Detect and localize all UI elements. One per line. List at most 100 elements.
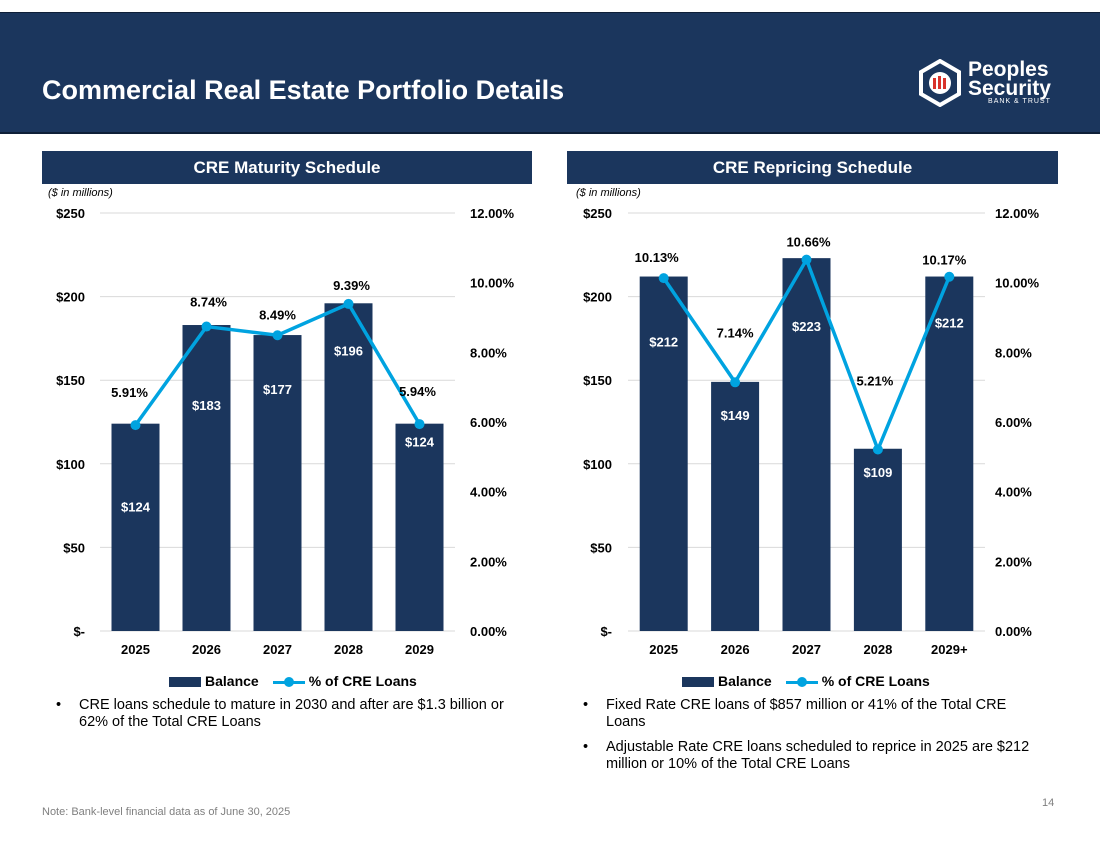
logo-subtext: BANK & TRUST bbox=[988, 98, 1051, 105]
legend-balance: Balance bbox=[169, 673, 259, 689]
bullet: CRE loans schedule to mature in 2030 and… bbox=[52, 697, 522, 731]
bar bbox=[853, 448, 902, 631]
y-tick-label: $- bbox=[600, 624, 612, 639]
y2-tick-label: 6.00% bbox=[995, 415, 1032, 430]
y2-tick-label: 8.00% bbox=[470, 345, 507, 360]
y2-tick-label: 0.00% bbox=[995, 624, 1032, 639]
bar-value-label: $109 bbox=[863, 465, 892, 480]
y-tick-label: $250 bbox=[583, 206, 612, 221]
pct-point bbox=[730, 377, 741, 388]
x-tick-label: 2025 bbox=[121, 642, 150, 657]
pct-label: 9.39% bbox=[333, 278, 370, 293]
repricing-legend: Balance % of CRE Loans bbox=[682, 673, 930, 689]
pct-point bbox=[872, 444, 883, 455]
y2-tick-label: 0.00% bbox=[470, 624, 507, 639]
bar bbox=[711, 381, 760, 631]
y2-tick-label: 10.00% bbox=[470, 276, 515, 291]
y-tick-label: $150 bbox=[583, 373, 612, 388]
pct-point bbox=[201, 321, 212, 332]
x-tick-label: 2027 bbox=[792, 642, 821, 657]
pct-label: 5.21% bbox=[856, 374, 893, 389]
bar-value-label: $212 bbox=[935, 316, 964, 331]
y-tick-label: $200 bbox=[56, 290, 85, 305]
pct-point bbox=[658, 273, 669, 284]
pct-label: 5.91% bbox=[111, 385, 148, 400]
bar-value-label: $183 bbox=[192, 398, 221, 413]
x-tick-label: 2028 bbox=[863, 642, 892, 657]
y2-tick-label: 12.00% bbox=[470, 206, 515, 221]
maturity-section-title: CRE Maturity Schedule bbox=[42, 151, 532, 184]
pct-label: 10.17% bbox=[922, 253, 967, 268]
y2-tick-label: 10.00% bbox=[995, 276, 1040, 291]
y-tick-label: $100 bbox=[583, 457, 612, 472]
y2-tick-label: 2.00% bbox=[470, 554, 507, 569]
bar-value-label: $212 bbox=[649, 335, 678, 350]
pct-point bbox=[801, 254, 812, 265]
pct-point bbox=[343, 298, 354, 309]
pct-point bbox=[944, 271, 955, 282]
footnote: Note: Bank-level financial data as of Ju… bbox=[42, 806, 291, 818]
company-logo: Peoples Security BANK & TRUST bbox=[918, 59, 1051, 107]
unit-note: ($ in millions) bbox=[576, 187, 641, 199]
x-tick-label: 2029+ bbox=[931, 642, 968, 657]
bar-value-label: $196 bbox=[334, 343, 363, 358]
x-tick-label: 2025 bbox=[649, 642, 678, 657]
pct-label: 10.13% bbox=[635, 250, 680, 265]
bar-value-label: $177 bbox=[263, 382, 292, 397]
bar-value-label: $149 bbox=[721, 408, 750, 423]
y-tick-label: $50 bbox=[590, 540, 612, 555]
logo-text: Security bbox=[968, 77, 1051, 100]
x-tick-label: 2026 bbox=[192, 642, 221, 657]
maturity-legend: Balance % of CRE Loans bbox=[169, 673, 417, 689]
repricing-bullets: Fixed Rate CRE loans of $857 million or … bbox=[579, 697, 1049, 781]
bar-value-label: $124 bbox=[405, 435, 435, 450]
bar bbox=[395, 423, 444, 631]
bullet: Adjustable Rate CRE loans scheduled to r… bbox=[579, 739, 1049, 773]
y2-tick-label: 6.00% bbox=[470, 415, 507, 430]
page-title: Commercial Real Estate Portfolio Details bbox=[42, 75, 565, 105]
y-tick-label: $200 bbox=[583, 290, 612, 305]
x-tick-label: 2026 bbox=[721, 642, 750, 657]
pct-label: 8.74% bbox=[190, 295, 227, 310]
repricing-section-title: CRE Repricing Schedule bbox=[567, 151, 1058, 184]
bar bbox=[782, 258, 831, 631]
x-tick-label: 2029 bbox=[405, 642, 434, 657]
maturity-bullets: CRE loans schedule to mature in 2030 and… bbox=[52, 697, 522, 739]
bullet: Fixed Rate CRE loans of $857 million or … bbox=[579, 697, 1049, 731]
bar-value-label: $124 bbox=[121, 500, 151, 515]
bar bbox=[324, 303, 373, 631]
x-tick-label: 2027 bbox=[263, 642, 292, 657]
pct-label: 5.94% bbox=[399, 384, 436, 399]
y-tick-label: $150 bbox=[56, 373, 85, 388]
y-tick-label: $250 bbox=[56, 206, 85, 221]
page-number: 14 bbox=[1042, 797, 1055, 809]
y2-tick-label: 4.00% bbox=[995, 485, 1032, 500]
unit-note: ($ in millions) bbox=[48, 187, 113, 199]
legend-pct: % of CRE Loans bbox=[785, 673, 930, 689]
y2-tick-label: 4.00% bbox=[470, 485, 507, 500]
pct-point bbox=[414, 419, 425, 430]
pct-label: 7.14% bbox=[717, 325, 754, 340]
y2-tick-label: 12.00% bbox=[995, 206, 1040, 221]
x-tick-label: 2028 bbox=[334, 642, 363, 657]
bar bbox=[253, 335, 302, 631]
bar bbox=[639, 276, 688, 631]
pct-point bbox=[130, 420, 141, 431]
bar-value-label: $223 bbox=[792, 319, 821, 334]
logo-hexagon-icon bbox=[919, 59, 961, 107]
y2-tick-label: 2.00% bbox=[995, 554, 1032, 569]
legend-pct: % of CRE Loans bbox=[272, 673, 417, 689]
y2-tick-label: 8.00% bbox=[995, 345, 1032, 360]
y-tick-label: $50 bbox=[63, 540, 85, 555]
pct-label: 8.49% bbox=[259, 307, 296, 322]
pct-point bbox=[272, 330, 283, 341]
logo-text: Peoples bbox=[968, 58, 1049, 81]
legend-balance: Balance bbox=[682, 673, 772, 689]
header-bar: Commercial Real Estate Portfolio Details… bbox=[0, 12, 1100, 134]
bar bbox=[111, 423, 160, 631]
y-tick-label: $- bbox=[73, 624, 85, 639]
bar bbox=[925, 276, 974, 631]
bar bbox=[182, 325, 231, 631]
y-tick-label: $100 bbox=[56, 457, 85, 472]
